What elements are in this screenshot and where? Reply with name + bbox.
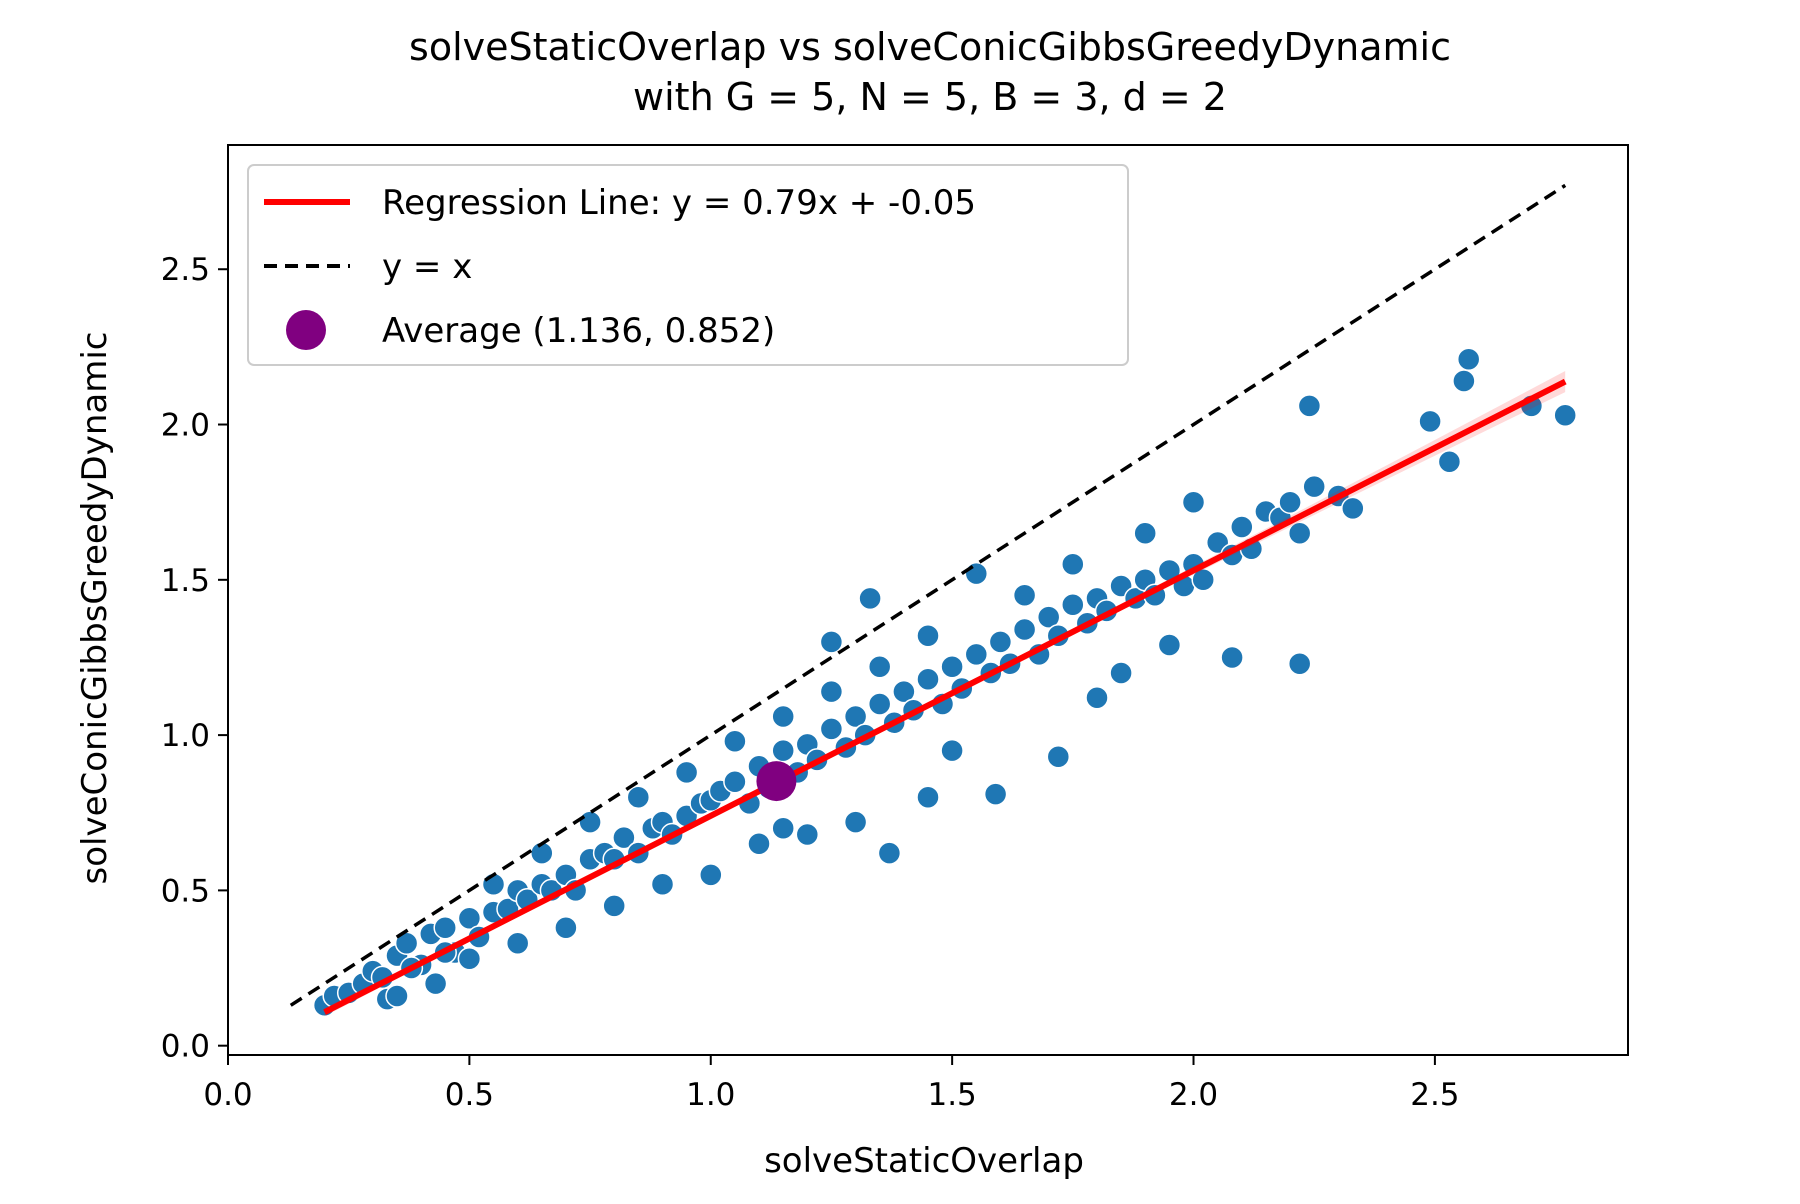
scatter-point [988, 630, 1013, 654]
scatter-point [916, 623, 940, 648]
axes: 0.0 0.5 1.0 1.5 2.0 2.5 0.0 0.5 1.0 1.5 2.0 2.5 [161, 144, 1629, 1113]
scatter-point [457, 946, 482, 971]
plot-frame [227, 144, 1629, 1056]
y-tick-label: 0.5 [161, 873, 210, 909]
scatter-point [1012, 583, 1037, 608]
scatter-point [1278, 490, 1302, 514]
average-point [756, 761, 797, 802]
scatter-point [843, 810, 868, 834]
scatter-point [505, 931, 530, 955]
y-tick-label: 1.0 [161, 718, 210, 754]
scatter-point [747, 832, 771, 856]
scatter-point [892, 679, 916, 704]
scatter-point [433, 915, 457, 940]
scatter-point [1181, 490, 1206, 514]
legend: Regression Line: y = 0.79x + -0.05 y = x A… [247, 164, 1129, 366]
scatter-point [457, 906, 482, 931]
scatter-point [1061, 552, 1085, 577]
scatter-point [1012, 617, 1037, 642]
scatter-point [1341, 496, 1365, 521]
scatter-point [612, 825, 636, 850]
legend-label: y = x [382, 247, 472, 287]
scatter-point [916, 785, 940, 809]
scatter-point [1230, 515, 1254, 539]
chart-subtitle: with G = 5, N = 5, B = 3, d = 2 [633, 75, 1227, 119]
y-tick-label: 0.0 [161, 1029, 210, 1065]
chart-title: solveStaticOverlap vs solveConicGibbsGre… [409, 25, 1451, 69]
scatter-point [602, 894, 626, 918]
scatter-point [674, 760, 699, 785]
scatter-point [964, 642, 989, 667]
scatter-point [1157, 633, 1182, 657]
scatter-point [1036, 605, 1061, 629]
scatter-point [1287, 521, 1312, 545]
scatter-point [771, 704, 795, 729]
scatter-point [385, 984, 409, 1008]
scatter-point [819, 679, 844, 704]
legend-label: Regression Line: y = 0.79x + -0.05 [382, 183, 976, 223]
scatter-point [650, 872, 675, 896]
scatter-point [916, 667, 940, 691]
scatter-point [1452, 369, 1476, 393]
scatter-point [771, 816, 795, 841]
scatter-point [940, 655, 964, 679]
scatter-point [1553, 403, 1577, 427]
scatter-point [1297, 394, 1322, 418]
x-tick-label: 2.0 [1169, 1077, 1218, 1113]
scatter-point [867, 655, 892, 679]
scatter-point [1456, 347, 1481, 372]
scatter-point [554, 915, 578, 940]
scatter-point [1220, 645, 1244, 670]
scatter-point [858, 586, 882, 611]
scatter-point [626, 785, 651, 809]
scatter-point [723, 769, 747, 794]
y-tick-label: 2.0 [161, 408, 210, 444]
y-tick-label: 1.5 [161, 563, 210, 599]
plot-inner [289, 183, 1577, 1018]
x-axis-label: solveStaticOverlap [764, 1141, 1084, 1181]
scatter-point [1085, 686, 1109, 710]
legend-average-swatch [286, 310, 326, 350]
scatter-point [1287, 651, 1312, 676]
y-tick-label: 2.5 [161, 252, 210, 288]
scatter-point [1437, 450, 1462, 474]
y-axis-label: solveConicGibbsGreedyDynamic [75, 332, 115, 885]
identity-line [289, 183, 1567, 1007]
scatter-point [819, 717, 844, 741]
scatter-point [423, 971, 448, 996]
scatter-point [795, 822, 820, 847]
scatter-point [1061, 592, 1085, 617]
title-group: solveStaticOverlap vs solveConicGibbsGre… [409, 25, 1451, 119]
scatter-point [983, 782, 1008, 806]
x-tick-label: 2.5 [1410, 1077, 1459, 1113]
scatter-point [940, 738, 964, 763]
plot-area [289, 183, 1577, 1018]
scatter-point [578, 810, 602, 834]
scatter-point [843, 704, 868, 729]
x-tick-label: 0.5 [445, 1077, 494, 1113]
legend-box [247, 164, 1129, 366]
scatter-point [964, 561, 989, 586]
scatter-point [1046, 745, 1071, 769]
regression-line [323, 378, 1567, 1015]
scatter-point [867, 692, 892, 716]
scatter-point [771, 738, 795, 763]
scatter-point [877, 841, 902, 865]
scatter-point [1109, 661, 1133, 685]
scatter-point [699, 863, 723, 887]
x-tick-label: 1.5 [927, 1077, 976, 1113]
scatter-point [819, 630, 844, 654]
scatter-point [1133, 521, 1157, 545]
scatter-point [1302, 474, 1326, 499]
legend-label: Average (1.136, 0.852) [382, 311, 775, 351]
x-tick-label: 1.0 [686, 1077, 735, 1113]
scatter-point [1418, 409, 1442, 434]
scatter-point [723, 729, 747, 754]
x-tick-label: 0.0 [203, 1077, 252, 1113]
